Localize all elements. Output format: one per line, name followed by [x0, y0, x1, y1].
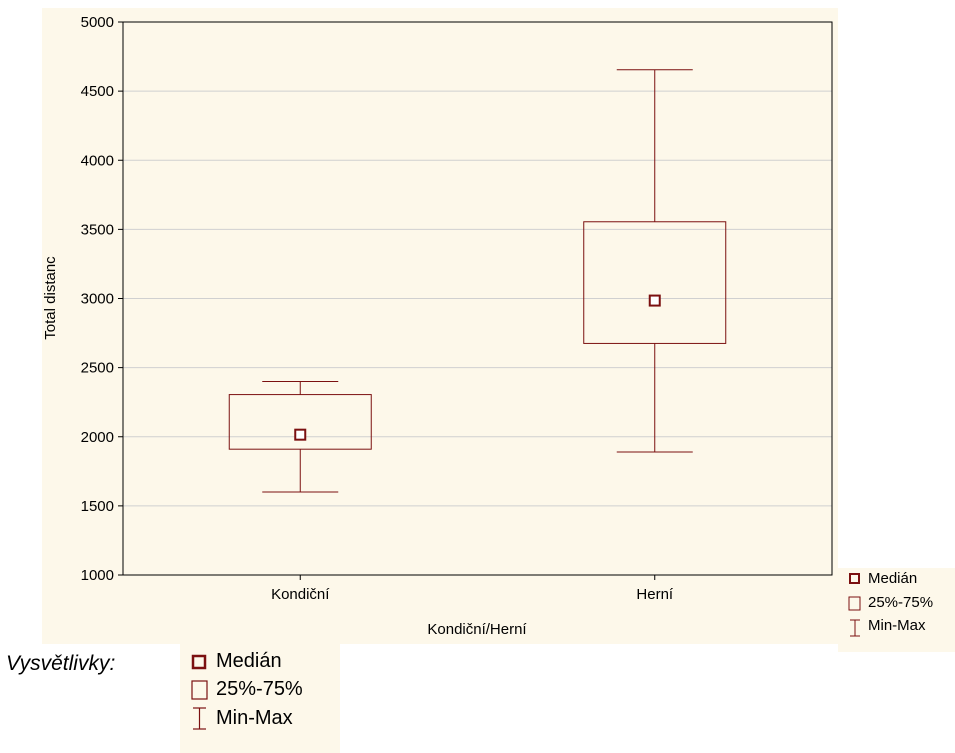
y-tick-label: 1500 — [81, 498, 114, 515]
y-tick-label: 1000 — [81, 567, 114, 584]
legend-item-median: Medián — [848, 570, 917, 587]
caption-legend-label-median: Medián — [216, 650, 282, 672]
chart-panel — [42, 8, 838, 644]
x-axis-title: Kondiční/Herní — [427, 621, 527, 638]
y-axis-title: Total distanc — [42, 256, 59, 340]
y-tick-label: 3500 — [81, 221, 114, 238]
caption-legend-label-quartiles: 25%-75% — [216, 678, 303, 700]
caption-legend-item-median: Medián — [190, 650, 282, 673]
legend-label-minmax: Min-Max — [868, 617, 926, 634]
whisker-icon — [190, 706, 210, 730]
legend-label-median: Medián — [868, 570, 918, 587]
iqr-box — [583, 221, 727, 344]
caption-legend-item-minmax: Min-Max — [190, 706, 293, 730]
caption-label: Vysvětlivky: — [6, 652, 116, 675]
legend-item-quartiles: 25%-75% — [848, 594, 933, 611]
median-square-icon — [190, 652, 210, 672]
y-tick-label: 3000 — [81, 291, 114, 308]
whisker-icon — [848, 619, 862, 636]
box-rect-icon — [848, 596, 862, 610]
legend-item-minmax: Min-Max — [848, 617, 926, 636]
iqr-box — [228, 394, 372, 450]
y-tick-label: 2000 — [81, 429, 114, 446]
caption-legend-label-minmax: Min-Max — [216, 706, 293, 729]
median-marker — [648, 294, 661, 307]
y-tick-label: 2500 — [81, 360, 114, 377]
x-tick-label: Kondiční — [271, 586, 330, 603]
y-tick-label: 5000 — [81, 14, 114, 31]
median-square-icon — [848, 572, 862, 586]
legend-label-quartiles: 25%-75% — [868, 594, 934, 611]
caption-legend-item-quartiles: 25%-75% — [190, 678, 303, 701]
box-rect-icon — [190, 679, 210, 701]
x-tick-label: Herní — [636, 586, 674, 603]
y-tick-label: 4500 — [81, 83, 114, 100]
y-tick-label: 4000 — [81, 152, 114, 169]
median-marker — [294, 428, 307, 441]
